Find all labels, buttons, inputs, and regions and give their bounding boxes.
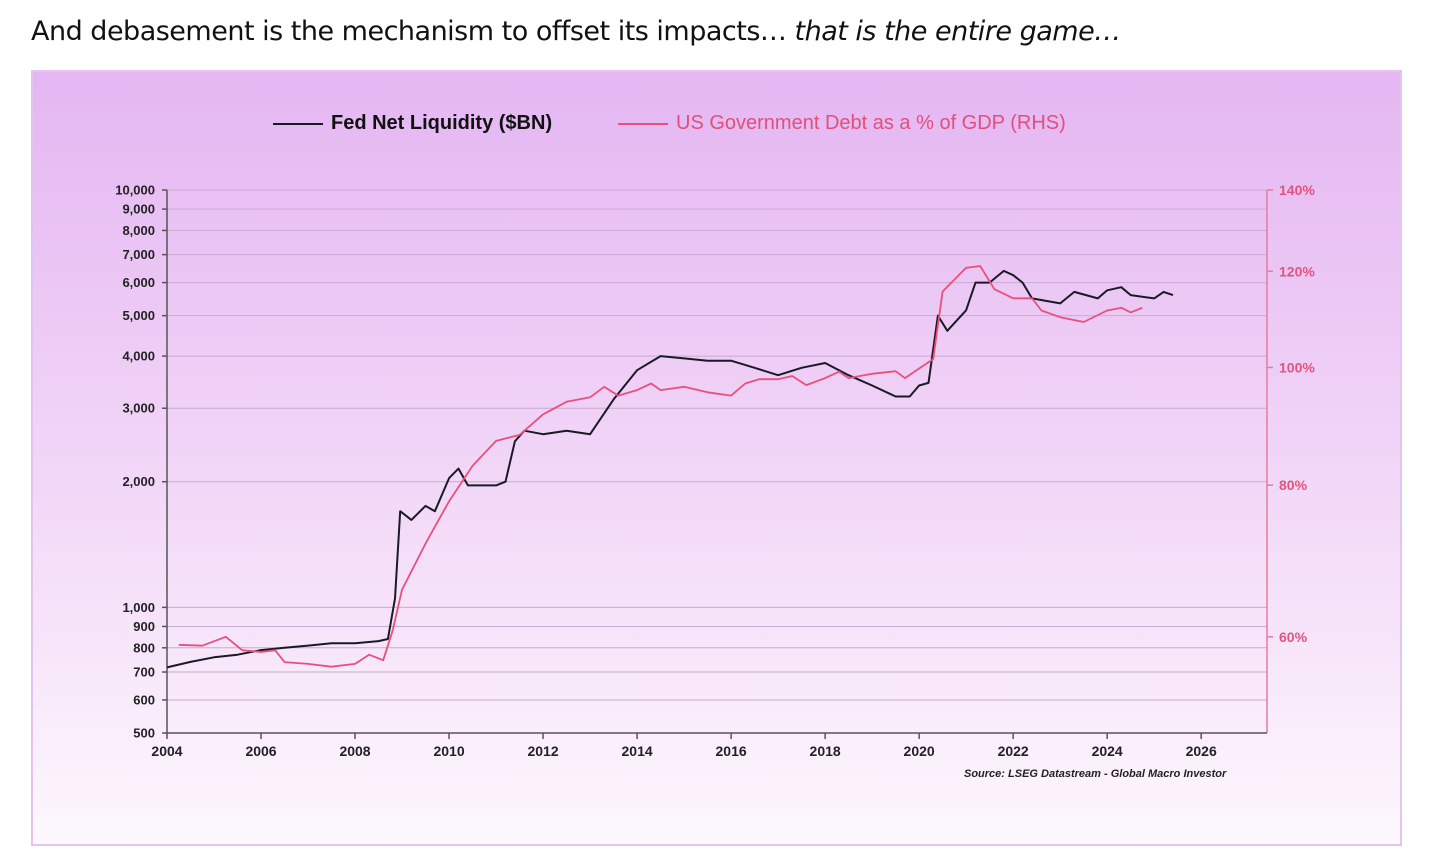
series-line-fed-net-liquidity bbox=[166, 269, 1174, 669]
y-left-tick-label: 6,000 bbox=[122, 275, 155, 290]
x-tick-label: 2020 bbox=[904, 743, 935, 759]
series-line-debt-to-gdp bbox=[178, 265, 1143, 668]
x-tick-label: 2016 bbox=[716, 743, 747, 759]
y-right-tick-label: 140% bbox=[1279, 182, 1315, 198]
x-tick-label: 2014 bbox=[622, 743, 653, 759]
x-tick-label: 2006 bbox=[245, 743, 276, 759]
y-left-tick-label: 800 bbox=[133, 640, 155, 655]
y-left-tick-label: 3,000 bbox=[122, 401, 155, 416]
y-left-tick-label: 900 bbox=[133, 619, 155, 634]
x-tick-label: 2004 bbox=[151, 743, 182, 759]
y-left-tick-label: 10,000 bbox=[115, 183, 155, 198]
legend-item-debt: US Government Debt as a % of GDP (RHS) bbox=[618, 112, 1066, 135]
legend-item-liquidity: Fed Net Liquidity ($BN) bbox=[273, 112, 552, 135]
y-left-tick-label: 1,000 bbox=[122, 600, 155, 615]
x-tick-label: 2018 bbox=[810, 743, 841, 759]
headline-italic: that is the entire game… bbox=[794, 16, 1122, 47]
y-left-tick-label: 8,000 bbox=[122, 223, 155, 238]
legend-swatch-liquidity bbox=[273, 122, 323, 125]
y-left-tick-label: 5,000 bbox=[122, 308, 155, 323]
legend-label-debt: US Government Debt as a % of GDP (RHS) bbox=[676, 112, 1066, 134]
y-left-tick-label: 700 bbox=[133, 665, 155, 680]
headline-text: And debasement is the mechanism to offse… bbox=[31, 16, 787, 47]
legend-label-liquidity: Fed Net Liquidity ($BN) bbox=[331, 112, 553, 134]
y-right-tick-label: 80% bbox=[1279, 477, 1308, 493]
x-tick-label: 2022 bbox=[998, 743, 1029, 759]
legend-swatch-debt bbox=[618, 122, 668, 125]
y-left-tick-label: 4,000 bbox=[122, 349, 155, 364]
y-right-tick-label: 120% bbox=[1279, 263, 1315, 279]
x-tick-label: 2008 bbox=[339, 743, 370, 759]
y-left-tick-label: 2,000 bbox=[122, 474, 155, 489]
x-tick-label: 2026 bbox=[1186, 743, 1217, 759]
page-headline: And debasement is the mechanism to offse… bbox=[31, 16, 1121, 47]
x-tick-label: 2024 bbox=[1092, 743, 1123, 759]
y-left-tick-label: 500 bbox=[133, 726, 155, 741]
y-left-tick-label: 600 bbox=[133, 692, 155, 707]
chart-card bbox=[31, 70, 1402, 846]
chart-source: Source: LSEG Datastream - Global Macro I… bbox=[964, 768, 1227, 780]
x-tick-label: 2010 bbox=[433, 743, 464, 759]
y-right-tick-label: 100% bbox=[1279, 359, 1315, 375]
y-right-tick-label: 60% bbox=[1279, 629, 1308, 645]
y-left-tick-label: 9,000 bbox=[122, 202, 155, 217]
y-left-tick-label: 7,000 bbox=[122, 247, 155, 262]
x-tick-label: 2012 bbox=[527, 743, 558, 759]
